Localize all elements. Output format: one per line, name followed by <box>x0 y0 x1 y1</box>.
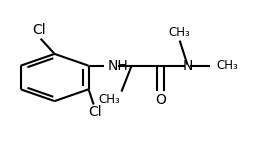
Text: Cl: Cl <box>33 23 46 37</box>
Text: CH₃: CH₃ <box>216 59 238 72</box>
Text: CH₃: CH₃ <box>169 26 190 39</box>
Text: Cl: Cl <box>88 105 102 119</box>
Text: N: N <box>182 59 193 73</box>
Text: NH: NH <box>108 59 128 73</box>
Text: CH₃: CH₃ <box>99 93 120 106</box>
Text: O: O <box>155 93 166 107</box>
